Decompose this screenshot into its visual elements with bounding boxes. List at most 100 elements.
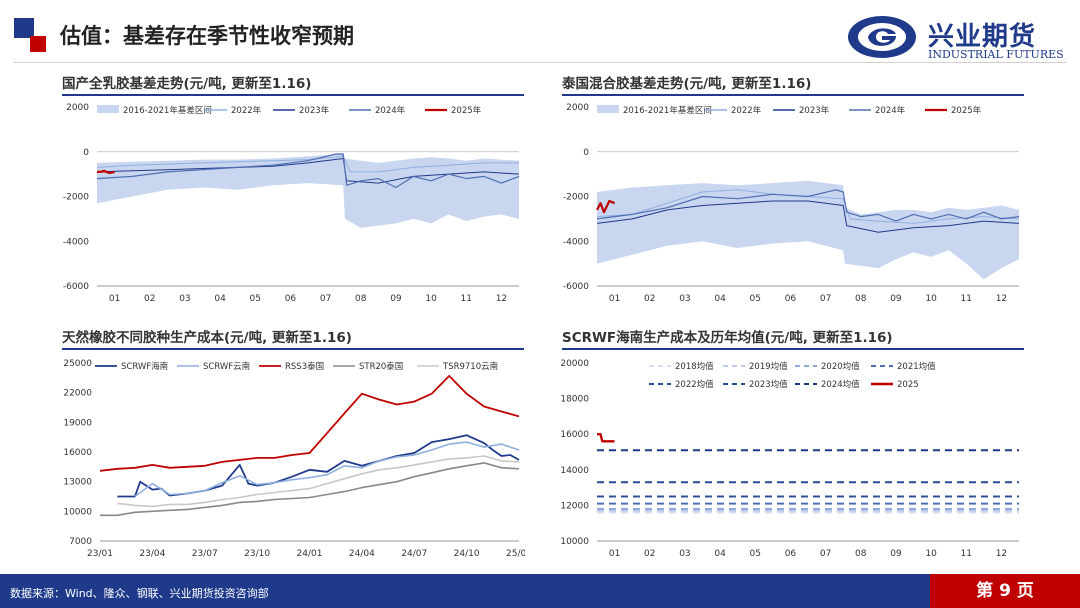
chart4-title-rule [562, 348, 1024, 350]
page-title: 估值：基差存在季节性收窄预期 [60, 24, 354, 48]
y-tick-label: 16000 [63, 448, 92, 458]
x-tick-label: 10 [925, 549, 937, 559]
legend-label: 2024年 [375, 105, 406, 116]
x-tick-label: 07 [820, 549, 831, 559]
chart3-title: 天然橡胶不同胶种生产成本(元/吨, 更新至1.16) [62, 330, 352, 346]
x-tick-label: 12 [996, 549, 1007, 559]
y-tick-label: 2000 [66, 103, 89, 113]
y-tick-label: 0 [583, 148, 589, 158]
page-number: 第 9 页 [930, 574, 1080, 608]
x-tick-label: 24/10 [454, 549, 480, 559]
series-line-0 [96, 155, 519, 173]
chart1-svg: 2000 0 -2000 -4000 -6000 01 02 03 04 05 06 07 08 09 10… [63, 103, 520, 304]
x-tick-label: 24/04 [349, 549, 375, 559]
x-tick-label: 09 [890, 549, 902, 559]
legend-label: 2016-2021年基差区间 [623, 105, 712, 116]
band-area [597, 180, 1019, 280]
x-tick-label: 23/04 [139, 549, 165, 559]
legend-label: 2024年 [875, 105, 906, 116]
x-tick-label: 06 [285, 294, 297, 304]
legend-label: 2025年 [451, 105, 482, 116]
legend-label: 2025 [897, 380, 919, 390]
chart2-title-rule [562, 94, 1024, 96]
chart2-svg: 2000 0 -2000 -4000 -6000 01 02 03 04 05 06 07 08 09 10… [563, 103, 1020, 304]
x-tick-label: 12 [996, 294, 1007, 304]
x-tick-label: 02 [144, 294, 155, 304]
x-tick-label: 04 [714, 549, 726, 559]
legend-label: 2022年 [731, 105, 762, 116]
logo-emblem-icon [848, 16, 916, 58]
legend-label: RSS3泰国 [285, 361, 324, 372]
legend-label: 2023年 [299, 105, 330, 116]
x-tick-label: 05 [750, 294, 761, 304]
x-tick-label: 02 [644, 294, 655, 304]
chart1-title: 国产全乳胶基差走势(元/吨, 更新至1.16) [62, 76, 312, 92]
series-line-1 [596, 200, 1020, 233]
y-tick-label: 25000 [63, 359, 92, 369]
legend-label: 2020均值 [821, 361, 860, 372]
chart4-svg: 20000 18000 16000 14000 12000 10000 01 02 03 04 05… [560, 359, 1019, 559]
y-tick-label: -6000 [563, 282, 589, 292]
logo-text-cn: 兴业期货 [928, 22, 1037, 52]
legend-label: TSR9710云南 [442, 361, 498, 372]
legend-label: 2021均值 [897, 361, 936, 372]
y-tick-label: 10000 [560, 537, 589, 547]
legend-label: STR20泰国 [359, 361, 403, 372]
chart3-svg: 25000 22000 19000 16000 13000 10000 7000 23/01 2… [63, 359, 525, 559]
series-line-3 [100, 462, 520, 517]
series-line-1 [134, 441, 520, 498]
x-tick-label: 03 [679, 294, 690, 304]
legend-label: 2016-2021年基差区间 [123, 105, 212, 116]
y-tick-label: 7000 [69, 537, 92, 547]
legend-label: 2018均值 [675, 361, 714, 372]
footer-bar: 数据来源：Wind、隆众、钢联、兴业期货投资咨询部 第 9 页 [0, 574, 1080, 608]
chart2-title: 泰国混合胶基差走势(元/吨, 更新至1.16) [562, 76, 812, 92]
legend-swatch [97, 105, 119, 113]
y-tick-label: 19000 [63, 418, 92, 428]
legend-label: 2019均值 [749, 361, 788, 372]
chart4-title: SCRWF海南生产成本及历年均值(元/吨, 更新至1.16) [562, 330, 893, 346]
series-line-2 [596, 189, 1020, 222]
y-tick-label: 18000 [560, 395, 589, 405]
x-tick-label: 05 [250, 294, 261, 304]
brand-square-red [30, 36, 46, 52]
x-tick-label: 12 [496, 294, 507, 304]
legend-label: 2025年 [951, 105, 982, 116]
x-tick-label: 10 [925, 294, 937, 304]
x-tick-label: 07 [320, 294, 331, 304]
y-tick-label: -2000 [63, 193, 89, 203]
series-line-4 [117, 455, 520, 508]
y-tick-label: 0 [83, 148, 89, 158]
band-area [97, 154, 519, 228]
y-tick-label: 12000 [560, 501, 589, 511]
header: 估值：基差存在季节性收窄预期 兴业期货 INDUSTRIAL FUTURES [0, 0, 1080, 61]
x-tick-label: 04 [714, 294, 726, 304]
header-divider [14, 62, 1066, 63]
legend-swatch [597, 105, 619, 113]
data-source: 数据来源：Wind、隆众、钢联、兴业期货投资咨询部 [10, 587, 269, 600]
x-tick-label: 24/01 [297, 549, 323, 559]
y-tick-label: 14000 [560, 466, 589, 476]
series-line-2 [96, 153, 520, 189]
x-tick-label: 10 [425, 294, 437, 304]
x-tick-label: 09 [890, 294, 902, 304]
company-logo: 兴业期货 INDUSTRIAL FUTURES [846, 14, 1076, 64]
x-tick-label: 06 [785, 549, 797, 559]
chart1-title-rule [62, 94, 524, 96]
x-tick-label: 03 [679, 549, 690, 559]
legend-label: 2022年 [231, 105, 262, 116]
y-tick-label: 10000 [63, 507, 92, 517]
legend-label: SCRWF海南 [121, 361, 168, 372]
chart3-title-rule [62, 348, 524, 350]
x-tick-label: 23/07 [192, 549, 218, 559]
x-tick-label: 11 [961, 549, 972, 559]
brand-square-blue [14, 18, 34, 38]
series-line-1 [96, 158, 520, 184]
x-tick-label: 08 [855, 549, 867, 559]
x-tick-label: 06 [785, 294, 797, 304]
x-tick-label: 08 [355, 294, 367, 304]
y-tick-label: 13000 [63, 478, 92, 488]
x-tick-label: 11 [961, 294, 972, 304]
x-tick-label: 23/01 [87, 549, 113, 559]
x-tick-label: 11 [461, 294, 472, 304]
